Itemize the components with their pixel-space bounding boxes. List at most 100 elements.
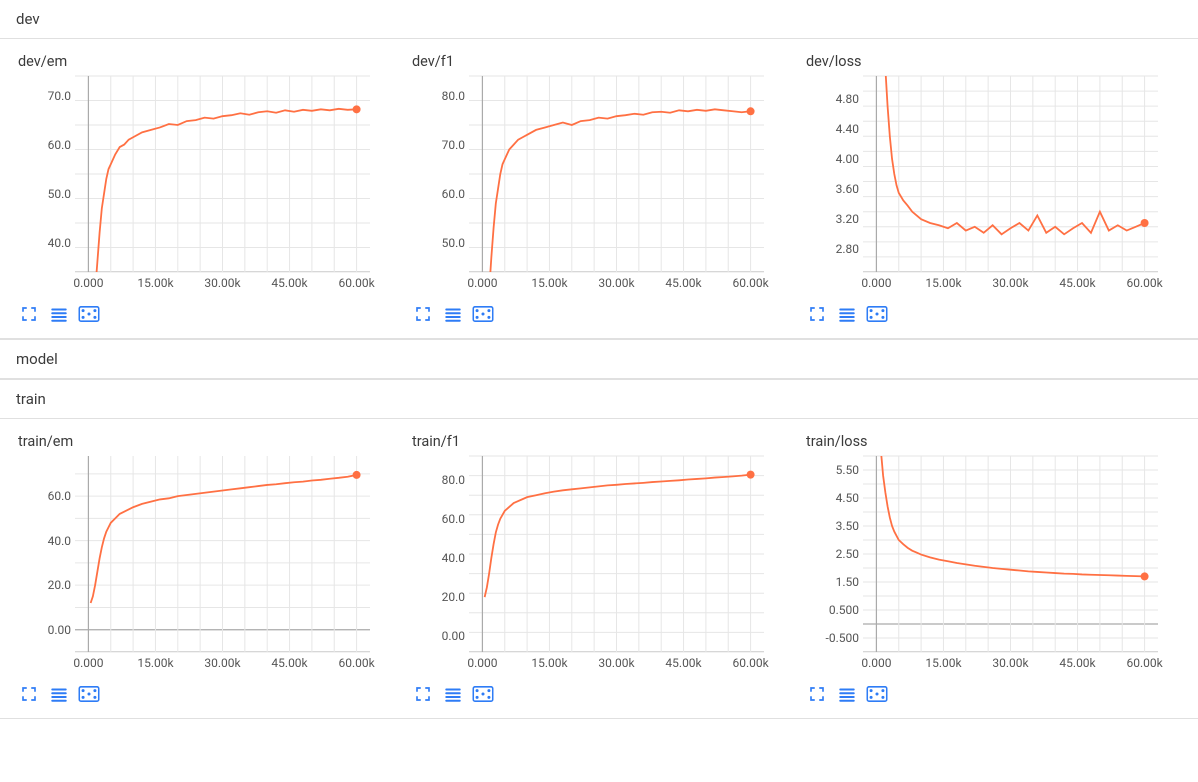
y-tick-label: 3.20	[804, 212, 859, 226]
x-tick-label: 60.00k	[338, 276, 374, 290]
y-tick-label: 60.0	[410, 512, 465, 526]
chart-actions	[410, 304, 780, 324]
y-tick-label: 2.50	[804, 547, 859, 561]
toggle-y-log-icon[interactable]	[442, 304, 464, 324]
toggle-y-log-icon[interactable]	[836, 684, 858, 704]
chart-title: train/f1	[410, 433, 780, 450]
x-tick-label: 60.00k	[338, 656, 374, 670]
y-tick-label: 40.0	[16, 534, 71, 548]
fit-domain-icon[interactable]	[866, 684, 888, 704]
x-tick-label: 15.00k	[137, 276, 173, 290]
plot-area[interactable]	[75, 76, 370, 272]
y-tick-label: -0.500	[804, 631, 859, 645]
x-axis-labels: 0.00015.00k30.00k45.00k60.00k	[75, 656, 370, 674]
section-header-dev[interactable]: dev	[0, 0, 1198, 39]
y-axis-labels: 40.0 50.0 60.0 70.0	[16, 76, 71, 272]
x-tick-label: 45.00k	[665, 656, 701, 670]
plot-area[interactable]	[75, 456, 370, 652]
y-tick-label: 5.50	[804, 463, 859, 477]
y-tick-label: 4.50	[804, 491, 859, 505]
plot-area[interactable]	[863, 456, 1158, 652]
chart-title: train/loss	[804, 433, 1174, 450]
expand-icon[interactable]	[806, 684, 828, 704]
x-tick-label: 60.00k	[1126, 656, 1162, 670]
plot-area[interactable]	[469, 76, 764, 272]
x-tick-label: 30.00k	[992, 276, 1028, 290]
y-axis-labels: 0.0020.040.060.080.0	[410, 456, 465, 652]
x-axis-labels: 0.00015.00k30.00k45.00k60.00k	[469, 656, 764, 674]
y-tick-label: 1.50	[804, 575, 859, 589]
x-tick-label: 0.000	[861, 656, 891, 670]
x-tick-label: 15.00k	[925, 276, 961, 290]
x-tick-label: 0.000	[467, 276, 497, 290]
y-tick-label: 50.0	[410, 236, 465, 250]
section-header-train[interactable]: train	[0, 379, 1198, 419]
y-tick-label: 3.50	[804, 519, 859, 533]
x-axis-labels: 0.00015.00k30.00k45.00k60.00k	[863, 276, 1158, 294]
x-tick-label: 45.00k	[1059, 656, 1095, 670]
expand-icon[interactable]	[412, 304, 434, 324]
y-tick-label: 3.60	[804, 182, 859, 196]
chart-card-dev-loss: dev/loss 2.80 3.20 3.60 4.00 4.40 4.80 0.000 1…	[804, 53, 1174, 324]
x-tick-label: 15.00k	[925, 656, 961, 670]
y-axis-labels: 50.060.070.080.0	[410, 76, 465, 272]
chart-title: dev/em	[16, 53, 386, 70]
x-tick-label: 15.00k	[531, 276, 567, 290]
expand-icon[interactable]	[18, 684, 40, 704]
toggle-y-log-icon[interactable]	[48, 304, 70, 324]
x-tick-label: 60.00k	[732, 276, 768, 290]
chart-actions	[804, 684, 1174, 704]
y-tick-label: 50.0	[16, 187, 71, 201]
chart-title: dev/f1	[410, 53, 780, 70]
y-tick-label: 4.00	[804, 152, 859, 166]
plot-area[interactable]	[863, 76, 1158, 272]
y-tick-label: 4.40	[804, 122, 859, 136]
chart-card-dev-f1: dev/f1 50.060.070.080.0 0.00015.00k30.00…	[410, 53, 780, 324]
x-tick-label: 45.00k	[1059, 276, 1095, 290]
y-tick-label: 80.0	[410, 473, 465, 487]
chart-card-train-f1: train/f1 0.0020.040.060.080.0 0.00015.00…	[410, 433, 780, 704]
chart-title: dev/loss	[804, 53, 1174, 70]
x-axis-labels: 0.00015.00k30.00k45.00k60.00k	[469, 276, 764, 294]
y-tick-label: 40.0	[16, 236, 71, 250]
plot-area[interactable]	[469, 456, 764, 652]
y-tick-label: 70.0	[16, 89, 71, 103]
x-tick-label: 30.00k	[204, 656, 240, 670]
x-tick-label: 30.00k	[598, 656, 634, 670]
toggle-y-log-icon[interactable]	[442, 684, 464, 704]
chart-title: train/em	[16, 433, 386, 450]
x-tick-label: 30.00k	[204, 276, 240, 290]
y-tick-label: 80.0	[410, 89, 465, 103]
toggle-y-log-icon[interactable]	[48, 684, 70, 704]
chart-actions	[410, 684, 780, 704]
x-axis-labels: 0.00015.00k30.00k45.00k60.00k	[75, 276, 370, 294]
expand-icon[interactable]	[412, 684, 434, 704]
x-tick-label: 60.00k	[1126, 276, 1162, 290]
section-body-train: train/em 0.0020.040.060.0 0.00015.00k30.…	[0, 419, 1198, 719]
fit-domain-icon[interactable]	[472, 304, 494, 324]
y-tick-label: 4.80	[804, 92, 859, 106]
chart-card-dev-em: dev/em 40.0 50.0 60.0 70.0 0.000 15.00k 30.00…	[16, 53, 386, 324]
fit-domain-icon[interactable]	[472, 684, 494, 704]
fit-domain-icon[interactable]	[78, 684, 100, 704]
y-tick-label: 60.0	[410, 187, 465, 201]
expand-icon[interactable]	[18, 304, 40, 324]
fit-domain-icon[interactable]	[78, 304, 100, 324]
x-tick-label: 60.00k	[732, 656, 768, 670]
x-tick-label: 15.00k	[531, 656, 567, 670]
section-header-model[interactable]: model	[0, 339, 1198, 379]
x-tick-label: 0.000	[861, 276, 891, 290]
y-tick-label: 0.500	[804, 603, 859, 617]
chart-actions	[16, 684, 386, 704]
y-tick-label: 2.80	[804, 242, 859, 256]
x-tick-label: 30.00k	[598, 276, 634, 290]
y-tick-label: 20.0	[410, 590, 465, 604]
expand-icon[interactable]	[806, 304, 828, 324]
x-tick-label: 0.000	[73, 276, 103, 290]
y-axis-labels: 0.0020.040.060.0	[16, 456, 71, 652]
fit-domain-icon[interactable]	[866, 304, 888, 324]
y-tick-label: 60.0	[16, 489, 71, 503]
y-tick-label: 60.0	[16, 138, 71, 152]
toggle-y-log-icon[interactable]	[836, 304, 858, 324]
section-body-dev: dev/em 40.0 50.0 60.0 70.0 0.000 15.00k 30.00…	[0, 39, 1198, 339]
